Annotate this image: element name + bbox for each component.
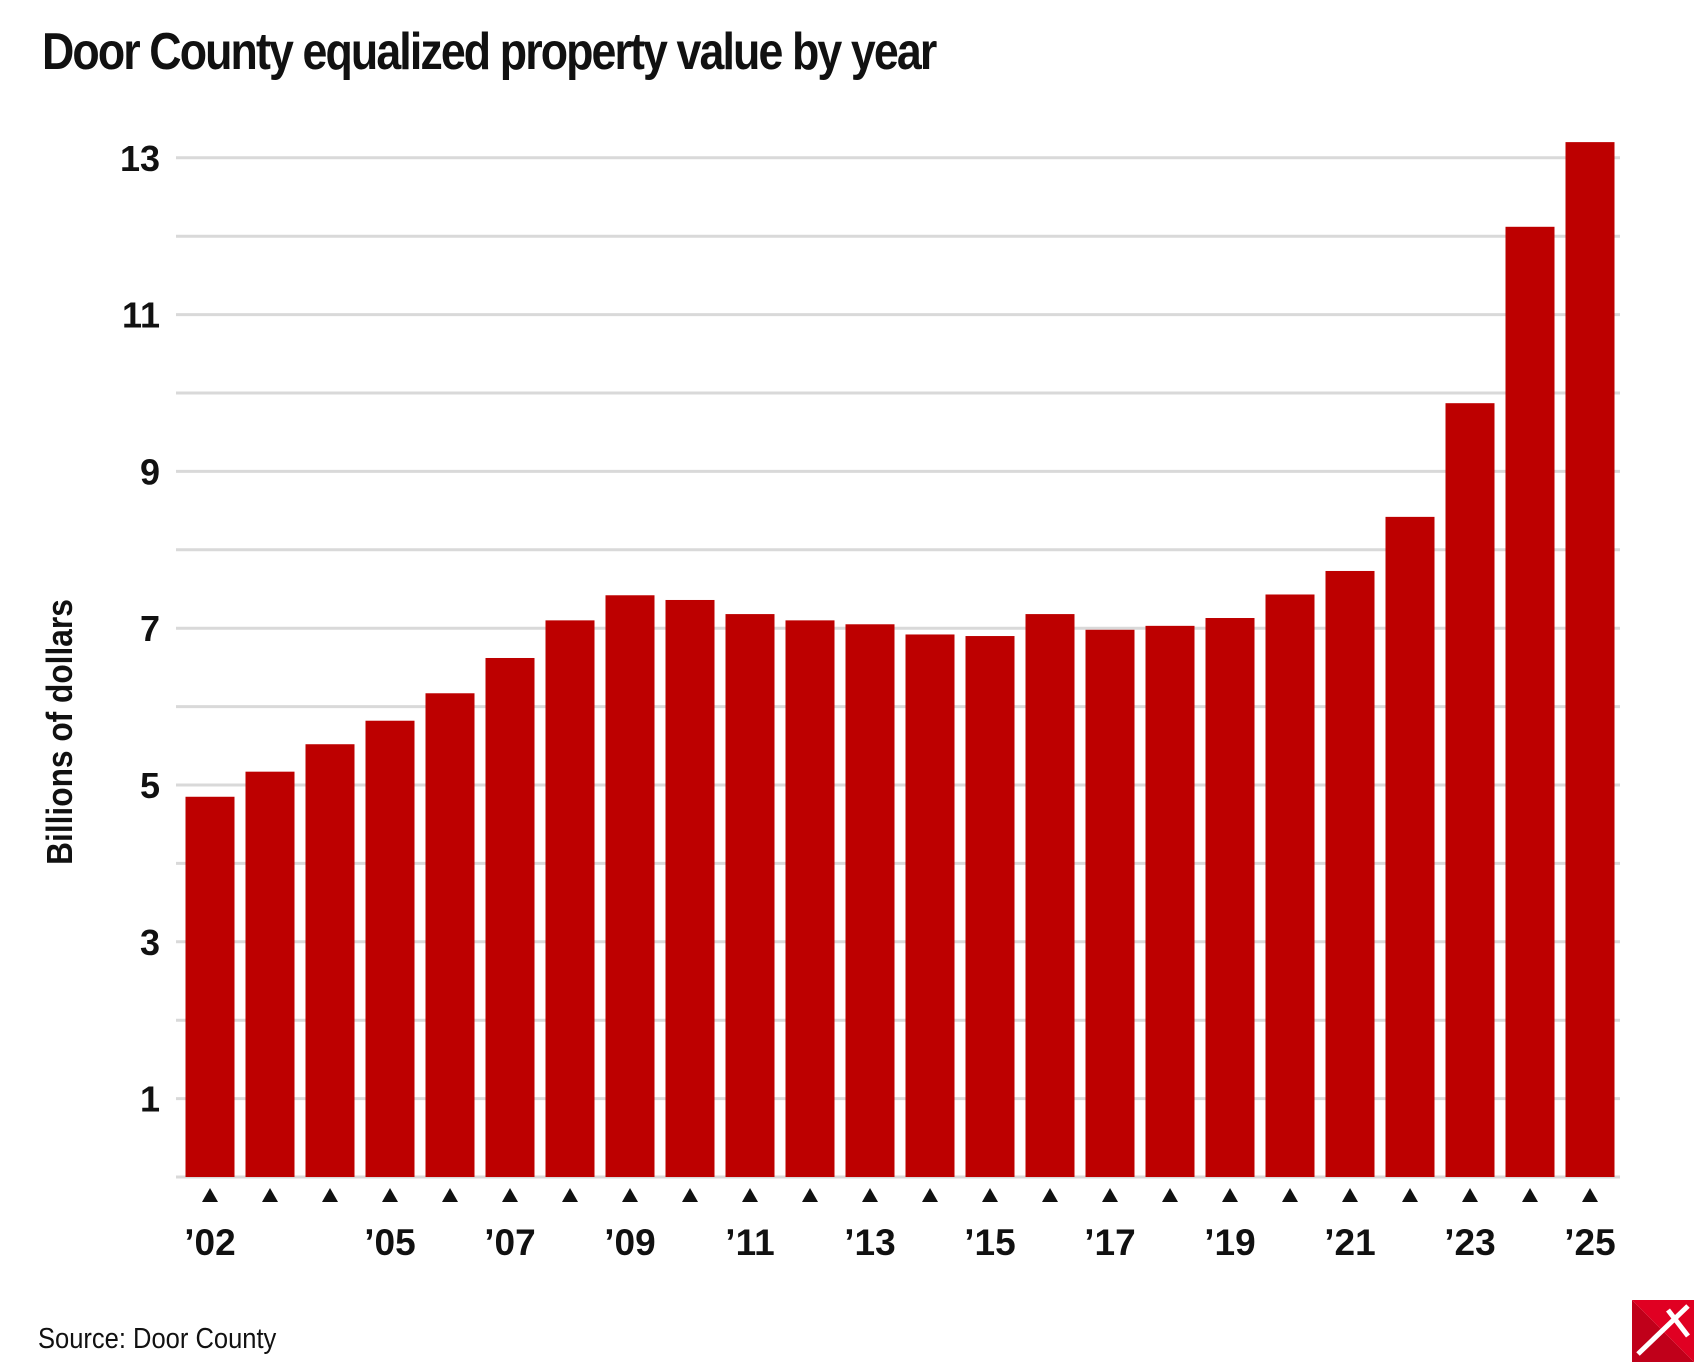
tick-marker [862,1188,878,1202]
bar-2005 [365,720,415,1177]
tick-marker [622,1188,638,1202]
x-tick-label: ’11 [725,1222,774,1263]
bar-2023 [1445,403,1495,1177]
bar-2025 [1565,142,1615,1177]
tick-marker [1222,1188,1238,1202]
tick-marker [562,1188,578,1202]
x-axis-markers [202,1188,1598,1202]
y-tick-label: 3 [140,922,160,963]
tick-marker [1282,1188,1298,1202]
y-tick-label: 1 [140,1079,160,1120]
bar-2010 [665,599,715,1177]
bar-2024 [1505,226,1555,1178]
brand-logo-icon [1632,1300,1694,1362]
gridlines [176,156,1620,1179]
bar-2018 [1145,625,1195,1177]
y-tick-label: 13 [120,138,160,179]
tick-marker [1462,1188,1478,1202]
y-tick-label: 7 [140,608,160,649]
tick-marker [262,1188,278,1202]
y-axis-label: Billions of dollars [40,599,80,865]
x-tick-label: ’21 [1324,1222,1375,1263]
bar-2020 [1265,594,1315,1177]
bar-2002 [185,796,235,1177]
tick-marker [1582,1188,1598,1202]
y-tick-label: 11 [122,295,160,336]
bar-2007 [485,657,535,1177]
x-tick-label: ’23 [1444,1222,1495,1263]
x-tick-label: ’02 [184,1222,235,1263]
bar-2008 [545,620,595,1177]
x-tick-label: ’19 [1204,1222,1255,1263]
bar-2014 [905,634,955,1177]
tick-marker [322,1188,338,1202]
tick-marker [1342,1188,1358,1202]
chart-title: Door County equalized property value by … [42,23,937,81]
tick-marker [442,1188,458,1202]
bar-2011 [725,614,775,1177]
bar-2004 [305,744,355,1177]
x-tick-label: ’09 [604,1222,655,1263]
bar-2015 [965,636,1015,1177]
y-tick-label: 5 [140,765,160,806]
tick-marker [382,1188,398,1202]
source-note: Source: Door County [38,1323,277,1355]
tick-marker [202,1188,218,1202]
x-tick-label: ’17 [1084,1222,1135,1263]
bar-2022 [1385,516,1435,1177]
x-tick-label: ’15 [964,1222,1015,1263]
x-tick-label: ’13 [844,1222,895,1263]
tick-marker [742,1188,758,1202]
tick-marker [1522,1188,1538,1202]
tick-marker [502,1188,518,1202]
tick-marker [1402,1188,1418,1202]
bar-2019 [1205,618,1255,1177]
tick-marker [1042,1188,1058,1202]
bar-2017 [1085,629,1135,1177]
tick-marker [922,1188,938,1202]
bar-2016 [1025,614,1075,1177]
x-tick-label: ’05 [364,1222,415,1263]
tick-marker [1162,1188,1178,1202]
x-tick-label: ’07 [484,1222,535,1263]
bar-2013 [845,624,895,1177]
y-tick-label: 9 [140,451,160,492]
bar-2021 [1325,570,1375,1177]
bar-2006 [425,693,475,1177]
tick-marker [982,1188,998,1202]
tick-marker [1102,1188,1118,1202]
bar-2003 [245,771,295,1177]
bars [185,142,1615,1178]
x-tick-label: ’25 [1564,1222,1615,1263]
tick-marker [802,1188,818,1202]
bar-2009 [605,595,655,1177]
tick-marker [682,1188,698,1202]
x-axis-ticks: ’02 ’05 ’07 ’09 ’11 ’13 ’15 ’17 ’19 ’21 ’23 ’25 [184,1222,1615,1263]
bar-2012 [785,620,835,1177]
